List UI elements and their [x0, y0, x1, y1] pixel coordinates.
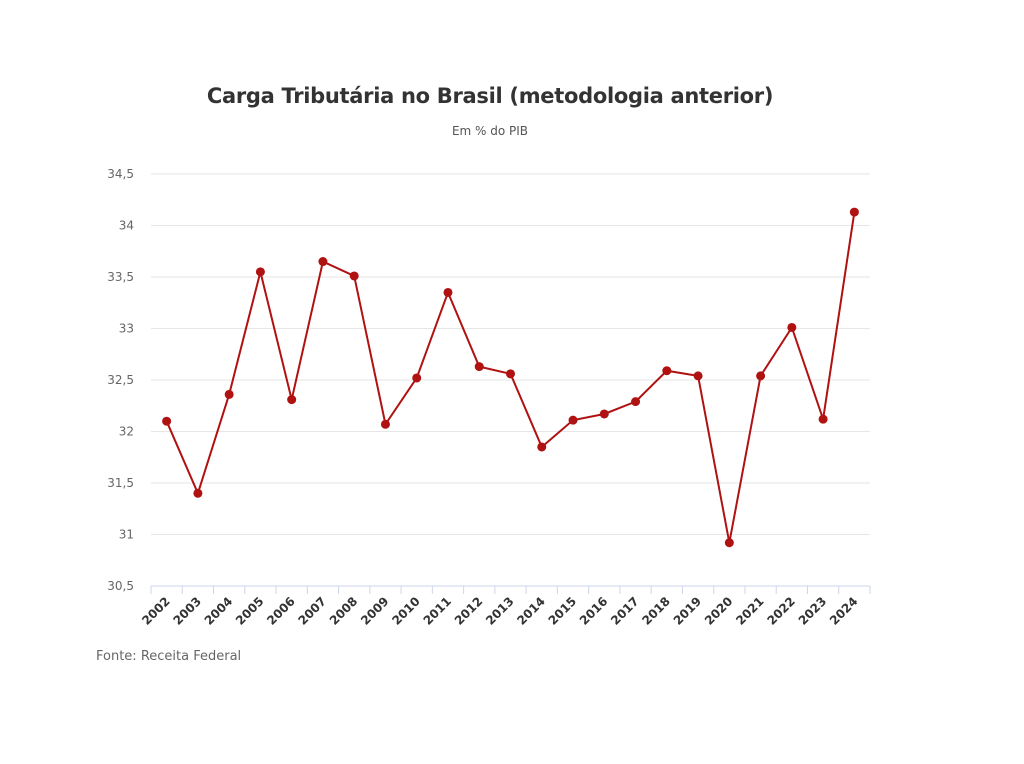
data-point-2002 — [162, 416, 172, 426]
y-tick-label: 32,5 — [107, 373, 134, 387]
x-tick-label: 2002 — [139, 594, 173, 628]
x-tick-label: 2022 — [764, 594, 798, 628]
x-tick-label: 2011 — [421, 594, 455, 628]
chart-title: Carga Tributária no Brasil (metodologia … — [206, 84, 774, 108]
data-point-2016 — [599, 409, 609, 419]
y-tick-label: 31 — [119, 528, 134, 542]
x-tick-label: 2016 — [577, 594, 611, 628]
y-tick-label: 30,5 — [107, 579, 134, 593]
y-tick-label: 33,5 — [107, 270, 134, 284]
x-tick-label: 2023 — [796, 594, 830, 628]
data-point-2023 — [818, 414, 828, 424]
data-point-2008 — [349, 271, 359, 281]
x-tick-label: 2015 — [546, 594, 580, 628]
data-point-2018 — [662, 366, 672, 376]
x-tick-label: 2018 — [639, 594, 673, 628]
data-point-2024 — [849, 207, 859, 217]
x-tick-label: 2010 — [389, 594, 423, 628]
x-tick-label: 2009 — [358, 594, 392, 628]
y-tick-label: 33 — [119, 322, 134, 336]
chart-subtitle: Em % do PIB — [451, 124, 529, 138]
x-tick-label: 2017 — [608, 594, 642, 628]
x-tick-label: 2021 — [733, 594, 767, 628]
data-point-2014 — [537, 442, 547, 452]
data-point-2017 — [631, 397, 641, 407]
data-point-2021 — [756, 371, 766, 381]
data-point-2015 — [568, 415, 578, 425]
x-tick-label: 2008 — [327, 594, 361, 628]
data-point-2007 — [318, 257, 328, 267]
data-point-2005 — [255, 267, 265, 277]
x-tick-label: 2012 — [452, 594, 486, 628]
y-tick-label: 32 — [119, 425, 134, 439]
x-tick-label: 2024 — [827, 594, 861, 628]
x-tick-label: 2003 — [170, 594, 204, 628]
x-tick-label: 2005 — [233, 594, 267, 628]
x-tick-label: 2014 — [514, 594, 548, 628]
data-point-2010 — [412, 373, 422, 383]
data-point-2022 — [787, 322, 797, 332]
data-point-2004 — [224, 389, 234, 399]
data-point-2003 — [193, 488, 203, 498]
x-tick-label: 2006 — [264, 594, 298, 628]
x-tick-label: 2019 — [671, 594, 705, 628]
source-note: Fonte: Receita Federal — [96, 649, 242, 664]
data-point-2006 — [287, 395, 297, 405]
y-tick-label: 34,5 — [107, 167, 134, 181]
data-point-2020 — [724, 538, 734, 548]
x-tick-label: 2007 — [296, 594, 330, 628]
data-point-2009 — [380, 419, 390, 429]
y-tick-label: 31,5 — [107, 476, 134, 490]
data-point-2013 — [506, 369, 515, 379]
data-point-2011 — [443, 287, 453, 297]
data-point-2012 — [474, 362, 484, 372]
x-tick-label: 2013 — [483, 594, 517, 628]
y-tick-label: 34 — [119, 219, 134, 233]
x-tick-label: 2004 — [202, 594, 236, 628]
data-point-2019 — [693, 371, 703, 381]
x-tick-label: 2020 — [702, 594, 736, 628]
